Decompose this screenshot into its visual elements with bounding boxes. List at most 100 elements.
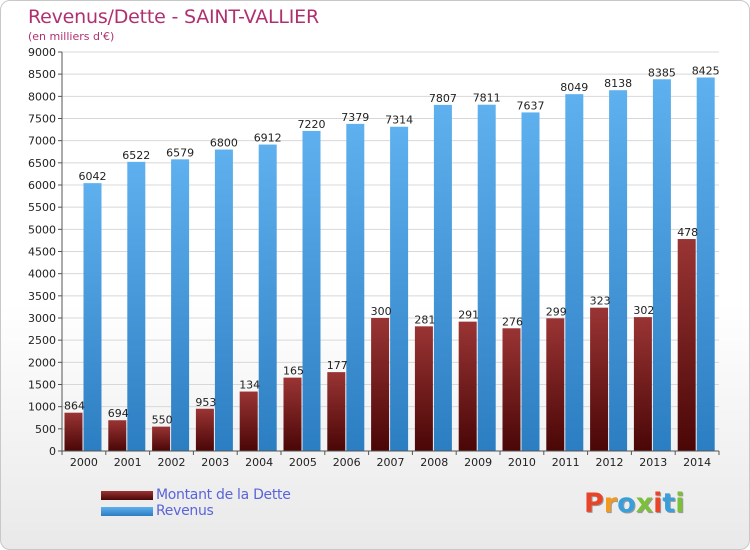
x-tick-label: 2004 <box>245 456 273 469</box>
debt-bar-2012 <box>590 307 609 451</box>
debt-value-label: 177 <box>327 359 348 372</box>
debt-bar-2003 <box>195 408 214 451</box>
x-tick-label: 2000 <box>70 456 98 469</box>
revenue-value-label: 8385 <box>648 66 676 79</box>
debt-value-label: 694 <box>108 407 129 420</box>
revenue-value-label: 7637 <box>517 99 545 112</box>
y-tick-label: 6000 <box>28 179 56 192</box>
revenue-bar-2003 <box>214 149 233 452</box>
logo-letter: P <box>584 488 604 519</box>
logo-letter: t <box>662 488 676 519</box>
revenue-value-label: 6912 <box>254 132 282 145</box>
revenue-bar-2013 <box>652 79 671 451</box>
revenue-bar-2014 <box>696 77 715 451</box>
revenue-value-label: 7379 <box>341 111 369 124</box>
debt-value-label: 165 <box>283 365 304 378</box>
y-tick-label: 3000 <box>28 312 56 325</box>
y-tick-label: 1000 <box>28 401 56 414</box>
revenue-value-label: 7807 <box>429 92 457 105</box>
revenue-bar-2000 <box>83 183 102 451</box>
y-tick-label: 3500 <box>28 290 56 303</box>
revenue-bar-2005 <box>302 130 321 451</box>
legend-label-debt: Montant de la Dette <box>156 487 291 503</box>
debt-bar-2001 <box>108 420 127 451</box>
debt-value-label: 276 <box>502 315 523 328</box>
y-tick-label: 4000 <box>28 268 56 281</box>
logo-letter: o <box>617 488 636 519</box>
logo-letter: x <box>635 488 654 519</box>
debt-bar-2000 <box>64 412 83 451</box>
x-tick-label: 2006 <box>333 456 361 469</box>
revenue-value-label: 6579 <box>166 146 194 159</box>
debt-value-label: 299 <box>546 305 567 318</box>
x-tick-label: 2010 <box>508 456 536 469</box>
revenue-value-label: 6042 <box>79 170 107 183</box>
revenue-bar-2006 <box>346 123 365 452</box>
x-tick-label: 2005 <box>289 456 317 469</box>
x-tick-label: 2008 <box>420 456 448 469</box>
y-tick-label: 5000 <box>28 223 56 236</box>
x-tick-label: 2011 <box>552 456 580 469</box>
x-tick-label: 2003 <box>201 456 229 469</box>
logo-letter: i <box>675 488 685 519</box>
y-tick-label: 7500 <box>28 113 56 126</box>
y-tick-label: 8000 <box>28 90 56 103</box>
proxiti-logo: Proxiti <box>584 488 685 519</box>
debt-bar-2007 <box>371 318 390 451</box>
debt-value-label: 300 <box>371 305 392 318</box>
y-tick-label: 5500 <box>28 201 56 214</box>
y-tick-label: 500 <box>35 423 56 436</box>
revenue-value-label: 7811 <box>473 92 501 105</box>
x-tick-label: 2002 <box>158 456 186 469</box>
x-tick-label: 2012 <box>596 456 624 469</box>
y-tick-label: 7000 <box>28 135 56 148</box>
y-tick-label: 2500 <box>28 334 56 347</box>
y-tick-label: 1500 <box>28 379 56 392</box>
revenue-bar-2007 <box>390 126 409 451</box>
debt-value-label: 864 <box>64 400 85 413</box>
debt-bar-2008 <box>414 326 433 451</box>
y-tick-label: 6500 <box>28 157 56 170</box>
x-tick-label: 2013 <box>639 456 667 469</box>
debt-bar-2009 <box>458 321 477 451</box>
revenue-value-label: 7220 <box>298 118 326 131</box>
debt-bar-2006 <box>327 372 346 451</box>
debt-bar-2002 <box>152 426 171 451</box>
revenue-value-label: 6800 <box>210 137 238 150</box>
revenue-bar-2011 <box>565 94 584 451</box>
debt-bar-2005 <box>283 377 302 451</box>
y-tick-label: 2000 <box>28 356 56 369</box>
debt-bar-2004 <box>239 391 258 451</box>
revenue-value-label: 8425 <box>692 64 720 77</box>
revenue-bar-2012 <box>609 90 628 451</box>
debt-value-label: 478 <box>677 226 698 239</box>
chart-title: Revenus/Dette - SAINT-VALLIER <box>28 6 319 28</box>
logo-letter: r <box>603 488 618 519</box>
x-tick-label: 2009 <box>464 456 492 469</box>
revenue-value-label: 6522 <box>122 149 150 162</box>
debt-value-label: 134 <box>239 379 260 392</box>
legend-label-revenue: Revenus <box>156 503 214 519</box>
chart-subtitle: (en milliers d'€) <box>28 30 115 43</box>
debt-value-label: 291 <box>458 309 479 322</box>
y-tick-label: 9000 <box>28 46 56 59</box>
x-tick-label: 2007 <box>377 456 405 469</box>
revenue-bar-2004 <box>258 144 277 451</box>
debt-value-label: 953 <box>195 396 216 409</box>
legend-swatch-revenue <box>101 507 153 516</box>
revenue-value-label: 8049 <box>560 81 588 94</box>
debt-value-label: 302 <box>633 304 654 317</box>
debt-bar-2014 <box>677 239 696 451</box>
revenue-bar-2001 <box>127 161 146 451</box>
debt-value-label: 281 <box>414 313 435 326</box>
debt-bar-2013 <box>633 317 652 451</box>
debt-value-label: 323 <box>590 295 611 308</box>
y-tick-label: 0 <box>49 445 56 458</box>
x-tick-label: 2001 <box>114 456 142 469</box>
y-tick-label: 8500 <box>28 68 56 81</box>
debt-value-label: 550 <box>152 414 173 427</box>
x-tick-label: 2014 <box>683 456 711 469</box>
revenue-bar-2002 <box>171 159 190 451</box>
